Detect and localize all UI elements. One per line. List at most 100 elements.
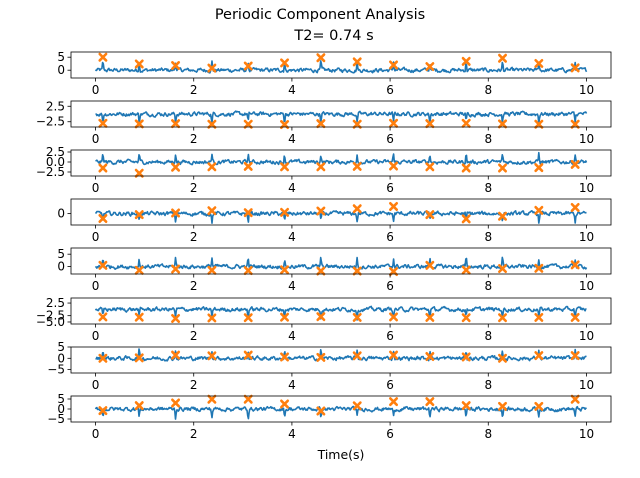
peak-marker	[316, 312, 326, 322]
peak-marker	[171, 162, 181, 172]
peak-marker	[243, 119, 253, 129]
peak-marker	[352, 351, 362, 361]
peak-marker	[498, 264, 508, 274]
peak-marker	[171, 313, 181, 323]
x-tick-label: 2	[190, 230, 198, 244]
signal-line	[94, 405, 587, 420]
peak-marker	[171, 264, 181, 274]
peak-marker	[207, 394, 217, 404]
peak-marker	[207, 351, 217, 361]
peak-marker	[280, 265, 290, 275]
x-tick-label: 8	[484, 378, 492, 392]
peak-marker	[425, 312, 435, 322]
subplot-4: 0 0 2 4 6 8 10	[57, 198, 612, 244]
x-tick-label: 6	[386, 132, 394, 146]
y-tick-label: 2.5	[46, 296, 65, 310]
x-tick-label: 0	[92, 132, 100, 146]
x-tick-label: 6	[386, 279, 394, 293]
x-axis-label: Time(s)	[317, 447, 365, 462]
peak-marker	[534, 205, 544, 215]
peak-marker	[352, 161, 362, 171]
peak-marker	[425, 397, 435, 407]
peak-marker	[570, 63, 580, 73]
x-tick-label: 6	[386, 378, 394, 392]
peak-marker	[98, 52, 108, 62]
signal-line	[94, 305, 587, 321]
peak-marker	[498, 53, 508, 63]
peak-marker	[389, 397, 399, 407]
x-tick-label: 8	[484, 181, 492, 195]
y-tick-label: −5.0	[36, 315, 65, 329]
peak-marker	[171, 398, 181, 408]
x-tick-label: 8	[484, 83, 492, 97]
x-tick-label: 6	[386, 230, 394, 244]
peak-marker	[98, 163, 108, 173]
peak-marker	[316, 406, 326, 416]
peak-marker	[389, 118, 399, 128]
peak-marker	[570, 351, 580, 361]
x-tick-label: 6	[386, 427, 394, 441]
peak-marker	[570, 312, 580, 322]
y-tick-label: 5	[57, 340, 65, 354]
x-tick-label: 2	[190, 279, 198, 293]
peak-marker	[316, 352, 326, 362]
peak-marker	[570, 119, 580, 129]
peak-marker	[461, 352, 471, 362]
peak-marker	[352, 119, 362, 129]
y-tick-label: 5	[57, 50, 65, 64]
x-tick-label: 10	[579, 230, 594, 244]
x-tick-label: 6	[386, 329, 394, 343]
peak-marker	[570, 260, 580, 270]
peak-marker	[425, 351, 435, 361]
subplot-1: 050 2 4 6 8 10	[57, 50, 612, 97]
peak-marker	[207, 63, 217, 73]
x-tick-label: 2	[190, 329, 198, 343]
x-tick-label: 8	[484, 230, 492, 244]
peak-marker	[534, 263, 544, 273]
peak-marker	[134, 312, 144, 322]
peak-marker	[280, 207, 290, 217]
peak-marker	[243, 350, 253, 360]
subplot-5: 050 2 4 6 8 10	[57, 247, 612, 293]
x-tick-label: 4	[288, 329, 296, 343]
axes-frame	[70, 297, 612, 325]
axes-frame	[70, 51, 612, 79]
x-tick-label: 10	[579, 83, 594, 97]
signal-line	[95, 348, 587, 362]
peak-marker	[207, 119, 217, 129]
signal-line	[95, 151, 588, 166]
x-tick-label: 10	[579, 427, 594, 441]
y-tick-label: 5	[57, 247, 65, 261]
chart-title: Periodic Component Analysis	[214, 7, 426, 23]
peak-marker	[534, 351, 544, 361]
x-tick-label: 10	[579, 378, 594, 392]
subplot-2: −2.5 2.5 0 2 4 6 8 10	[36, 99, 612, 146]
x-tick-label: 10	[579, 132, 594, 146]
y-tick-label: 5	[57, 392, 65, 406]
peak-marker	[280, 58, 290, 68]
y-tick-label: 0	[57, 402, 65, 416]
peak-marker	[316, 266, 326, 276]
peak-marker	[389, 312, 399, 322]
x-tick-label: 2	[190, 378, 198, 392]
peak-marker	[534, 163, 544, 173]
axes-frame	[70, 247, 612, 275]
peak-marker	[498, 353, 508, 363]
peak-marker	[316, 53, 326, 63]
y-tick-label: −2.5	[36, 309, 65, 323]
x-tick-label: 0	[92, 279, 100, 293]
peak-marker	[207, 206, 217, 216]
subplot-6: −5.0−2.52.5 0 2 4 6 8 10	[36, 296, 612, 343]
peak-marker	[171, 61, 181, 71]
peak-marker	[98, 353, 108, 363]
x-tick-label: 2	[190, 83, 198, 97]
x-tick-label: 10	[579, 329, 594, 343]
peak-marker	[534, 58, 544, 68]
peak-marker	[498, 401, 508, 411]
peak-marker	[461, 313, 471, 323]
peak-marker	[389, 60, 399, 70]
peak-marker	[280, 312, 290, 322]
peak-marker	[207, 265, 217, 275]
